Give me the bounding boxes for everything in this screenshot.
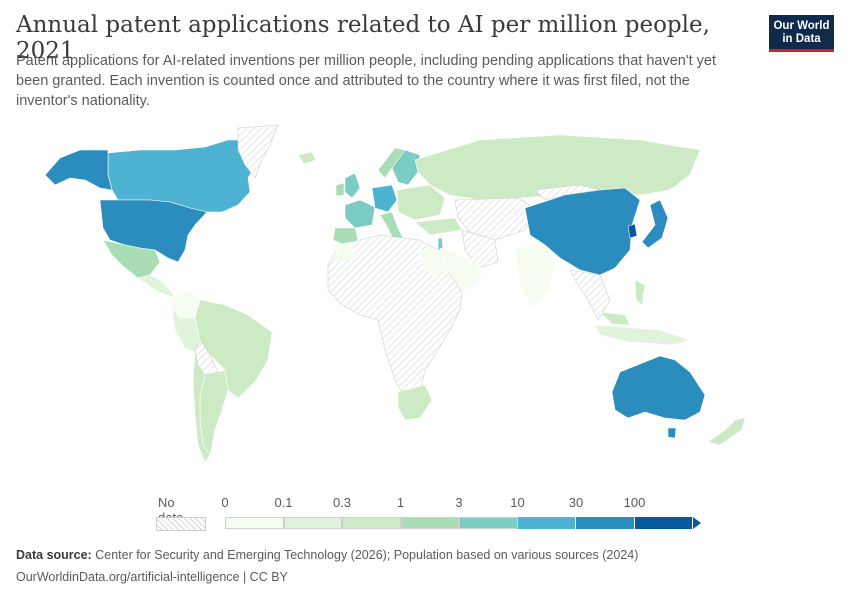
region-central-america[interactable]: [137, 274, 176, 298]
logo-line-2: in Data: [782, 33, 821, 45]
data-source-label: Data source:: [16, 548, 92, 562]
region-eastern-europe[interactable]: [396, 184, 446, 221]
region-norway[interactable]: [377, 147, 406, 179]
legend-arrow-tip: [693, 517, 701, 529]
region-france[interactable]: [344, 199, 376, 229]
legend-swatch-3[interactable]: [400, 517, 459, 529]
region-central-asia[interactable]: [454, 197, 536, 241]
legend-nodata-swatch[interactable]: [156, 517, 206, 531]
region-southeast-asia[interactable]: [569, 269, 611, 321]
region-alaska[interactable]: [44, 149, 113, 191]
region-indonesia[interactable]: [594, 324, 691, 346]
region-argentina[interactable]: [199, 369, 229, 456]
region-china[interactable]: [524, 187, 641, 276]
logo-accent-bar: [769, 49, 834, 52]
region-iran[interactable]: [461, 229, 499, 269]
region-new-zealand[interactable]: [707, 417, 746, 446]
legend-tick-label: 0.1: [274, 495, 293, 510]
legend-tick-label: 1: [396, 495, 405, 510]
legend-swatch-0[interactable]: [225, 517, 284, 529]
region-ireland[interactable]: [335, 182, 345, 197]
region-south-korea[interactable]: [627, 223, 638, 239]
source-url[interactable]: OurWorldinData.org/artificial-intelligen…: [16, 570, 288, 584]
region-morocco[interactable]: [334, 241, 356, 263]
data-source-text: Center for Security and Emerging Technol…: [95, 548, 639, 562]
logo-line-1: Our World: [773, 20, 830, 32]
owid-logo[interactable]: Our World in Data: [769, 15, 834, 52]
region-egypt[interactable]: [419, 249, 449, 276]
legend-swatch-6[interactable]: [576, 517, 635, 529]
region-philippines[interactable]: [634, 279, 646, 306]
legend-tick-label: 3: [455, 495, 463, 510]
chart-subtitle: Patent applications for AI-related inven…: [16, 53, 717, 109]
region-turkey[interactable]: [414, 217, 463, 236]
region-india[interactable]: [514, 244, 556, 309]
region-australia[interactable]: [611, 355, 706, 421]
legend-swatch-4[interactable]: [459, 517, 518, 529]
region-united-kingdom[interactable]: [344, 172, 361, 199]
legend-tick-label: 0: [221, 495, 229, 510]
region-iceland[interactable]: [297, 151, 317, 165]
region-united-states[interactable]: [99, 199, 208, 263]
region-tasmania[interactable]: [667, 427, 677, 439]
legend-tick-label: 10: [510, 495, 525, 510]
legend-tick-label: 0.3: [332, 495, 352, 510]
legend-tick-label: 30: [568, 495, 584, 510]
legend-swatch-2[interactable]: [342, 517, 401, 529]
legend-swatch-5[interactable]: [517, 517, 576, 529]
legend-tick-label: 100: [623, 495, 646, 510]
region-south-africa[interactable]: [397, 384, 433, 421]
data-source: Data source: Center for Security and Eme…: [16, 548, 638, 562]
world-map: [44, 124, 746, 463]
region-bolivia[interactable]: [194, 339, 219, 376]
legend-swatch-1[interactable]: [283, 517, 342, 529]
region-mongolia[interactable]: [534, 184, 601, 201]
region-germany[interactable]: [371, 184, 398, 213]
legend-swatch-7[interactable]: [634, 517, 693, 529]
region-malaysia[interactable]: [599, 311, 631, 326]
region-mexico[interactable]: [102, 239, 161, 279]
chart-title: Annual patent applications related to AI…: [16, 12, 710, 64]
region-japan[interactable]: [641, 199, 669, 249]
region-greenland[interactable]: [237, 124, 279, 179]
